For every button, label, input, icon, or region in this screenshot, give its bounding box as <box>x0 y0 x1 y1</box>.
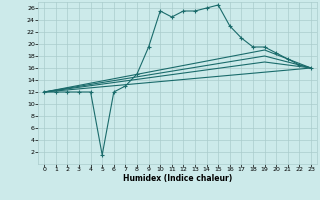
X-axis label: Humidex (Indice chaleur): Humidex (Indice chaleur) <box>123 174 232 183</box>
